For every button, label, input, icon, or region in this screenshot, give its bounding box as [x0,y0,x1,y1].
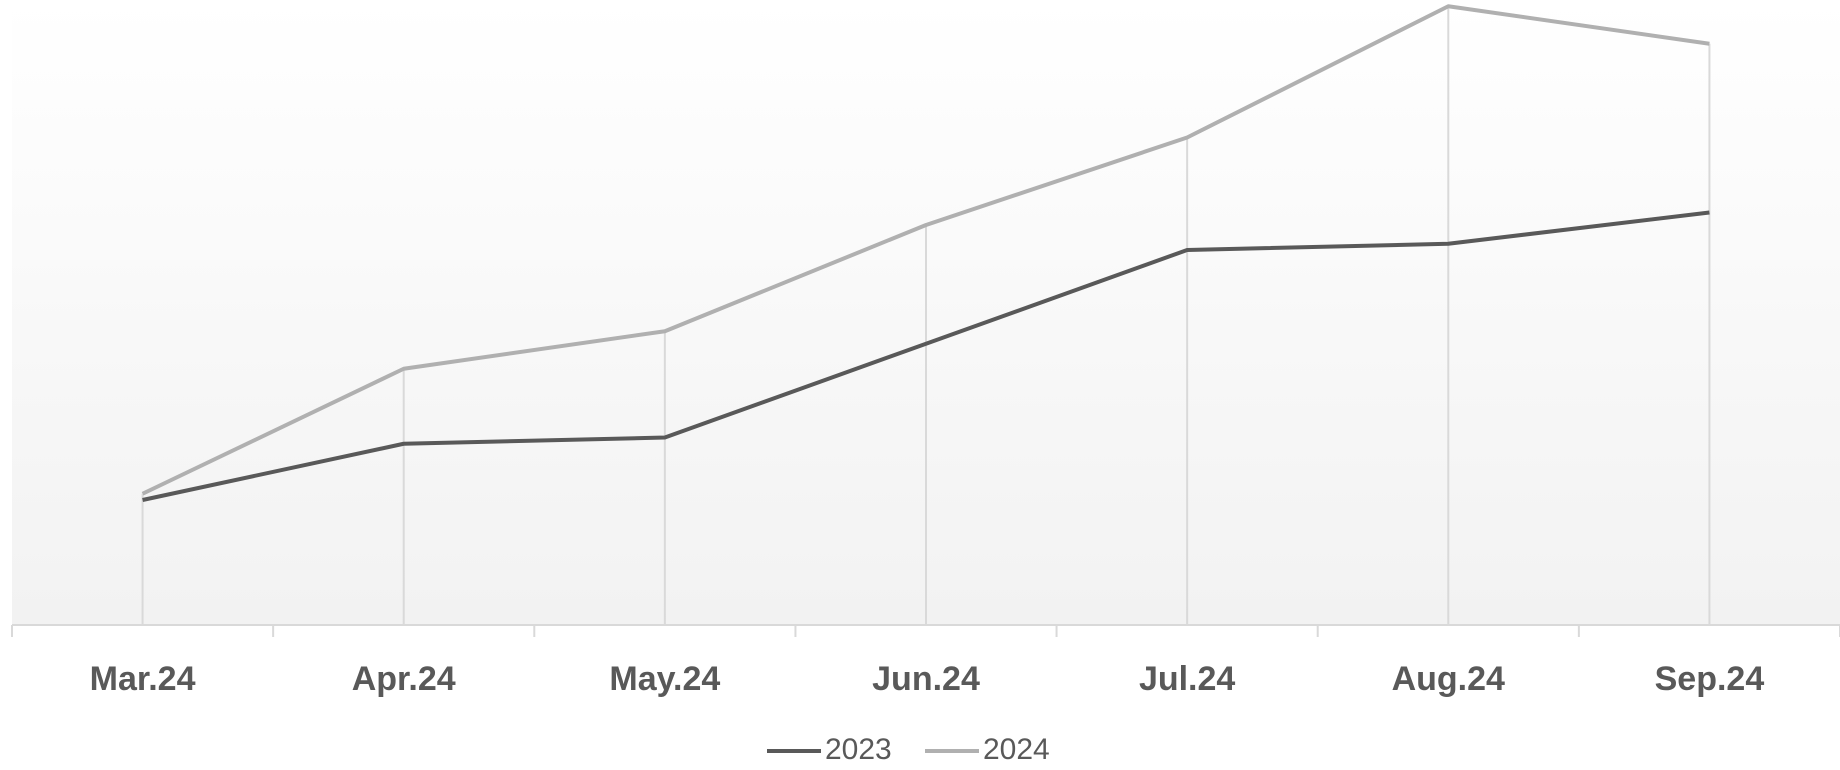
series-line [142,210,1710,502]
series-line [141,4,1710,496]
legend-label: 2024 [983,733,1050,766]
x-tick-label: Apr.24 [352,660,456,698]
x-tick-label: Sep.24 [1655,660,1765,698]
x-tick-label: May.24 [609,660,720,698]
x-tick-label: Jul.24 [1139,660,1235,698]
x-tick-label: Mar.24 [90,660,196,698]
x-tick-label: Jun.24 [872,660,980,698]
legend-label: 2023 [825,733,892,766]
x-tick-label: Aug.24 [1392,660,1505,698]
